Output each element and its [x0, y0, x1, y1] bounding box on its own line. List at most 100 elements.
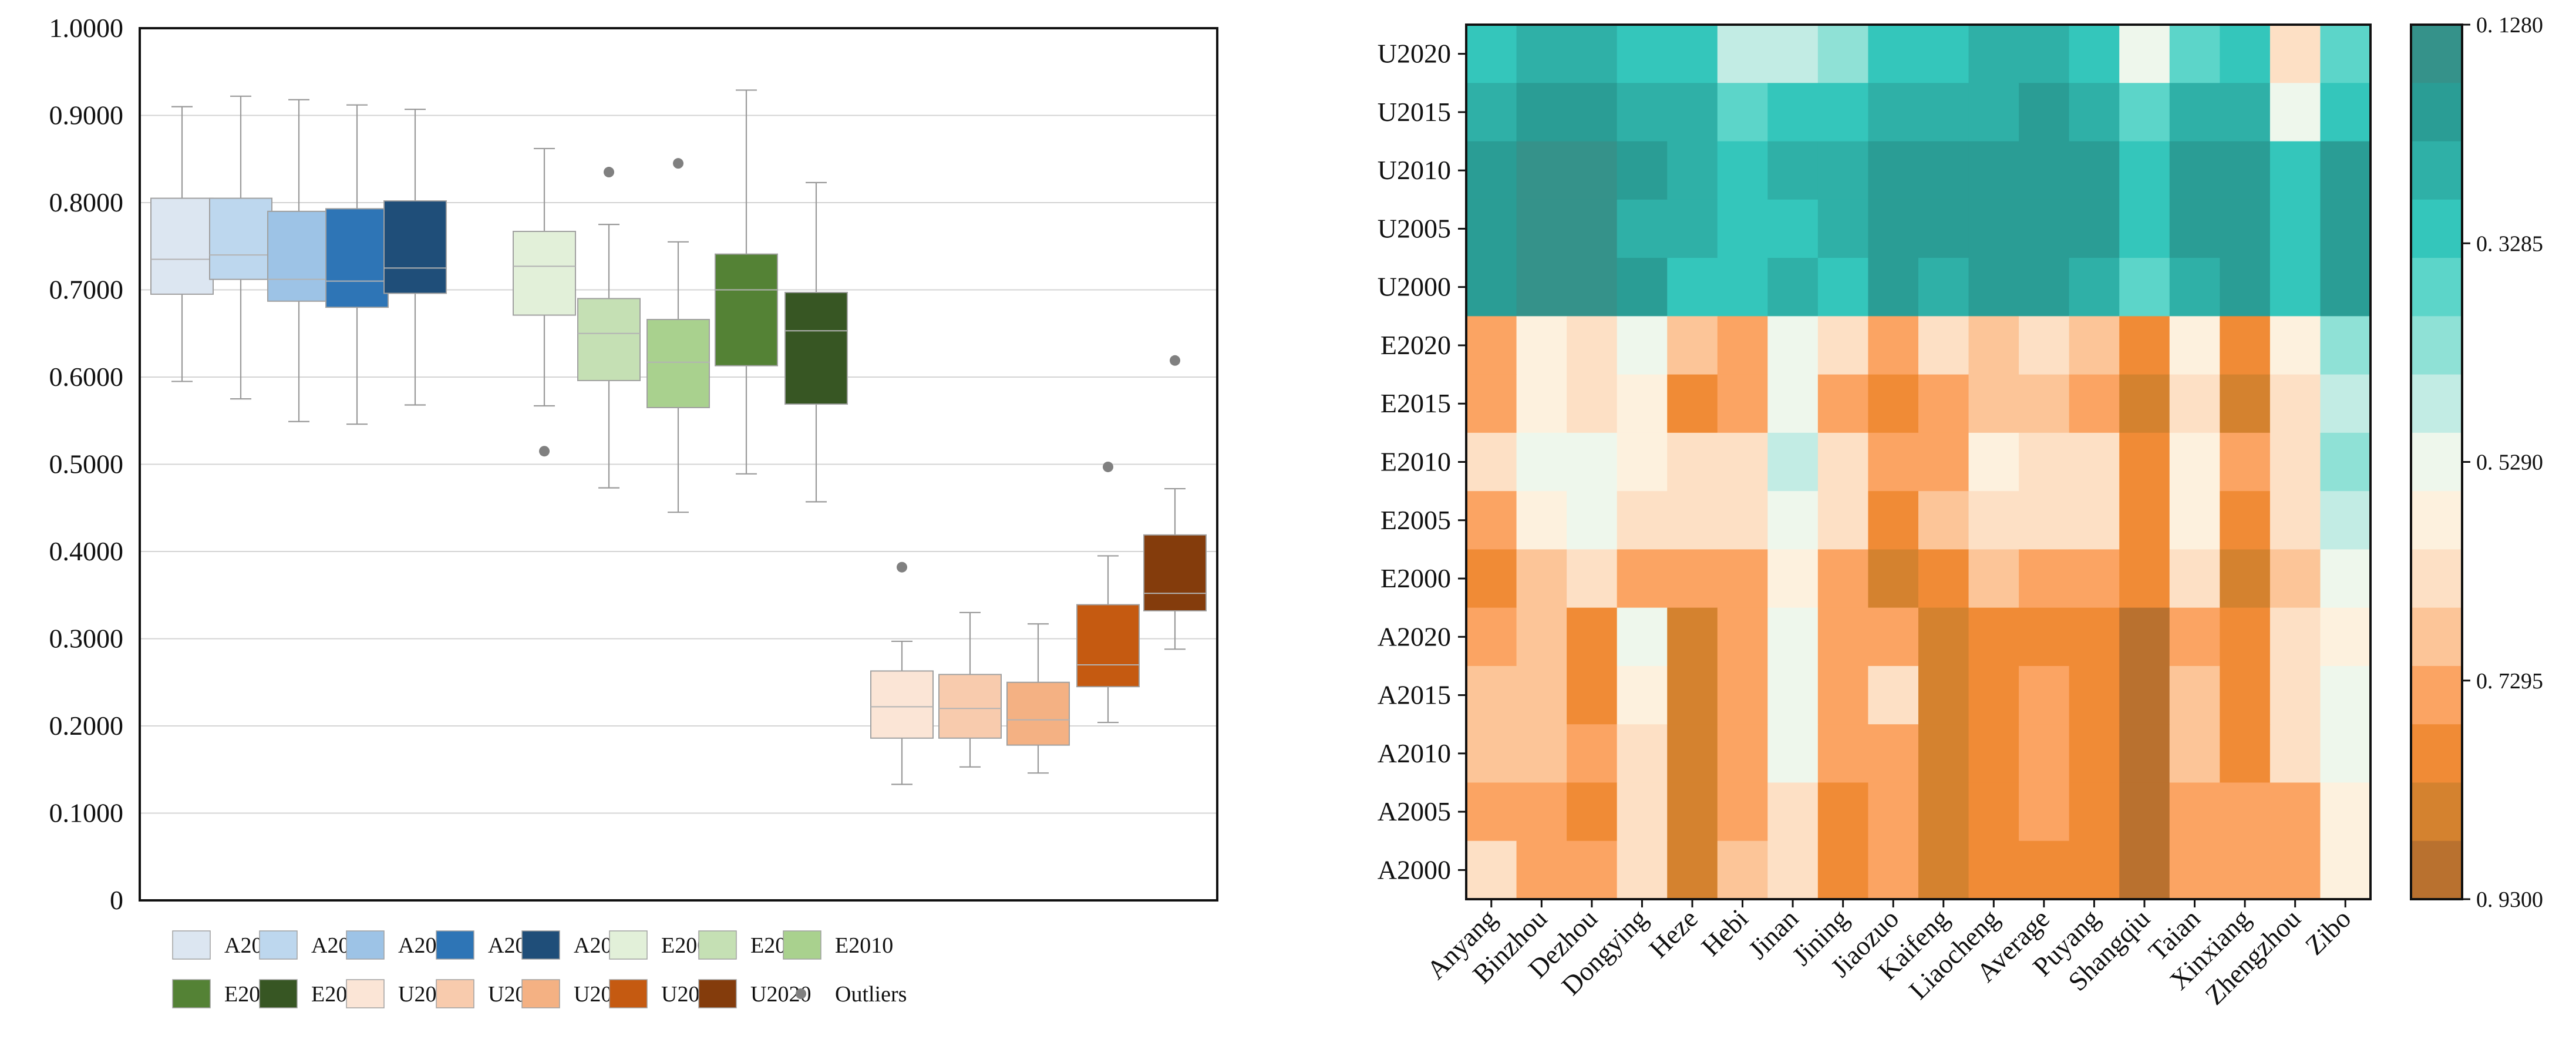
heatmap-cell: [1567, 782, 1618, 842]
heatmap-cell: [1617, 665, 1668, 725]
heatmap-cell: [2069, 374, 2120, 433]
heatmap-cell: [1466, 316, 1517, 375]
heatmap-cell: [2220, 665, 2271, 725]
box-E2010: [646, 158, 710, 513]
box-A2010: [267, 99, 331, 422]
heatmap-cell: [2320, 83, 2371, 142]
heatmap-cell: [1767, 840, 1819, 900]
y-category-label: A2005: [1378, 796, 1451, 826]
heatmap-cell: [1767, 374, 1819, 433]
x-category-label: Hebi: [1695, 903, 1753, 961]
y-tick-label: 0.4000: [49, 536, 124, 566]
heatmap-cell: [2069, 199, 2120, 258]
heatmap-cell: [1617, 724, 1668, 783]
colorbar-tick-label: 0. 1280: [2476, 13, 2543, 38]
heatmap-cell: [1918, 141, 1969, 200]
heatmap-cell: [2069, 665, 2120, 725]
heatmap-cell: [2019, 316, 2070, 375]
heatmap-cell: [2069, 840, 2120, 900]
heatmap-cell: [2169, 665, 2220, 725]
heatmap-cell: [2320, 141, 2371, 200]
box-iqr: [870, 670, 934, 739]
y-category-label: U2000: [1378, 272, 1451, 302]
heatmap-cell: [2119, 374, 2170, 433]
heatmap-cell: [1466, 432, 1517, 492]
heatmap-cell: [1667, 316, 1718, 375]
heatmap-cell: [1516, 491, 1567, 550]
heatmap-cell: [1767, 83, 1819, 142]
y-category-label: E2005: [1380, 505, 1451, 535]
heatmap-cell: [2169, 25, 2220, 83]
heatmap-cell: [1968, 83, 2019, 142]
heatmap-cell: [1767, 724, 1819, 783]
heatmap-cell: [1968, 782, 2019, 842]
heatmap-cell: [1516, 258, 1567, 317]
colorbar-segment: [2411, 374, 2462, 433]
heatmap-cell: [1617, 549, 1668, 608]
heatmap-cell: [1617, 141, 1668, 200]
heatmap-cell: [1567, 199, 1618, 258]
heatmap-cell: [1817, 549, 1869, 608]
colorbar-segment: [2411, 840, 2462, 900]
heatmap-cell: [2169, 724, 2220, 783]
heatmap-cell: [2019, 432, 2070, 492]
colorbar-segment: [2411, 25, 2462, 83]
legend-label-outliers: Outliers: [835, 982, 907, 1007]
heatmap-cell: [2269, 141, 2321, 200]
heatmap-cell: [1868, 665, 1919, 725]
heatmap-cell: [1567, 258, 1618, 317]
heatmap-cell: [1466, 665, 1517, 725]
box-E2000: [513, 147, 576, 457]
heatmap-cell: [1817, 432, 1869, 492]
heatmap-cell: [2269, 549, 2321, 608]
colorbar-segment: [2411, 432, 2462, 492]
heatmap-cell: [2320, 782, 2371, 842]
heatmap-cell: [2269, 374, 2321, 433]
box-U2005: [938, 611, 1002, 768]
heatmap-cell: [2019, 25, 2070, 83]
heatmap-cell: [2169, 840, 2220, 900]
colorbar-tick-label: 0. 5290: [2476, 450, 2543, 475]
heatmap-cell: [2269, 432, 2321, 492]
heatmap-cell: [1667, 374, 1718, 433]
heatmap-cell: [1567, 141, 1618, 200]
heatmap-cell: [2119, 724, 2170, 783]
heatmap-cell: [2069, 141, 2120, 200]
heatmap-cell: [1617, 782, 1668, 842]
heatmap-cell: [2069, 432, 2120, 492]
heatmap-cell: [1817, 199, 1869, 258]
box-E2020: [784, 181, 848, 503]
heatmap-cell: [1968, 25, 2019, 83]
heatmap-cell: [1817, 258, 1869, 317]
heatmap-cell: [1516, 549, 1567, 608]
heatmap-cell: [2220, 549, 2271, 608]
heatmap-cell: [2069, 782, 2120, 842]
legend-swatch-U2015: [609, 979, 648, 1008]
x-category-label: Heze: [1643, 903, 1703, 964]
heatmap-cell: [1817, 83, 1869, 142]
heatmap-cell: [2220, 258, 2271, 317]
heatmap-cell: [1968, 607, 2019, 667]
heatmap-cell: [1717, 491, 1768, 550]
colorbar-tick-label: 0. 9300: [2476, 887, 2543, 912]
heatmap-cell: [1466, 724, 1517, 783]
x-category-label: Zibo: [2299, 903, 2357, 961]
heatmap-cell: [1667, 840, 1718, 900]
heatmap-cell: [2119, 141, 2170, 200]
heatmap-cell: [1516, 374, 1567, 433]
box-U2000: [870, 561, 934, 785]
heatmap-cell: [2119, 840, 2170, 900]
heatmap-cell: [1717, 432, 1768, 492]
heatmap-cell: [2019, 607, 2070, 667]
heatmap-cell: [2320, 491, 2371, 550]
heatmap-cell: [2019, 724, 2070, 783]
heatmap-cell: [1466, 374, 1517, 433]
heatmap-cell: [2169, 83, 2220, 142]
y-category-label: U2005: [1378, 213, 1451, 243]
heatmap-cell: [2019, 141, 2070, 200]
heatmap-cell: [2320, 316, 2371, 375]
heatmap-cell: [1968, 199, 2019, 258]
legend-marker-outliers: [796, 988, 806, 999]
heatmap-cell: [2169, 549, 2220, 608]
